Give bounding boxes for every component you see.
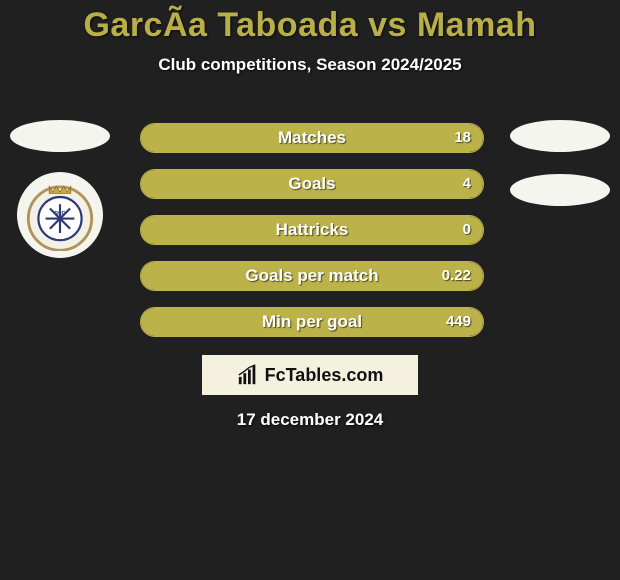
stats-bars: Matches18 Goals4 Hattricks0 Goals per match… <box>140 123 484 353</box>
stat-row: Matches18 <box>140 123 484 153</box>
deportivo-badge-icon: RCD <box>24 179 96 251</box>
right-player-column <box>510 120 610 206</box>
right-club-badge <box>510 174 610 206</box>
svg-text:RCD: RCD <box>55 211 66 217</box>
bar-chart-icon <box>237 364 259 386</box>
stat-row: Hattricks0 <box>140 215 484 245</box>
stat-row: Min per goal449 <box>140 307 484 337</box>
stat-fill-right <box>141 216 483 244</box>
stat-row: Goals per match0.22 <box>140 261 484 291</box>
stat-fill-right <box>141 262 483 290</box>
brand-box[interactable]: FcTables.com <box>202 355 418 395</box>
left-player-column: RCD <box>10 120 110 258</box>
stat-fill-right <box>141 170 483 198</box>
stat-fill-right <box>141 308 483 336</box>
date-text: 17 december 2024 <box>0 410 620 430</box>
left-club-badge: RCD <box>17 172 103 258</box>
subtitle: Club competitions, Season 2024/2025 <box>0 55 620 75</box>
brand-text: FcTables.com <box>265 365 384 386</box>
right-player-avatar <box>510 120 610 152</box>
left-player-avatar <box>10 120 110 152</box>
page-title: GarcÃ­a Taboada vs Mamah <box>0 0 620 45</box>
stat-fill-right <box>141 124 483 152</box>
stat-row: Goals4 <box>140 169 484 199</box>
